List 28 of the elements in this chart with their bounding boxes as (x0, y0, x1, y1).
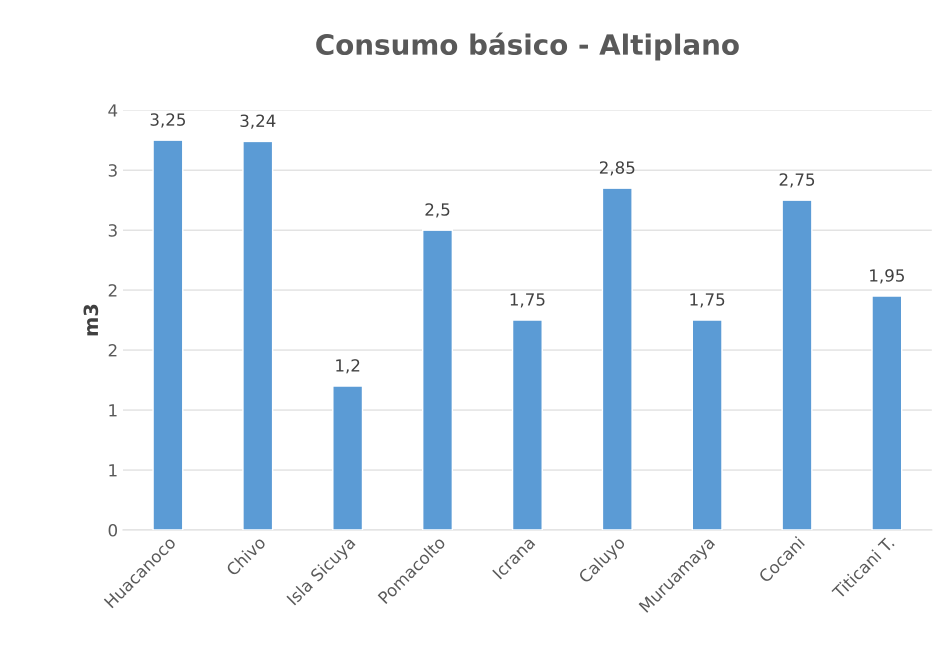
data-label: 1,75 (510, 293, 544, 308)
bar (871, 295, 902, 530)
bar (692, 319, 723, 530)
y-tick-label: 1 (109, 464, 117, 476)
bar (781, 199, 813, 530)
data-label: 1,95 (870, 269, 904, 284)
y-tick-label: 3 (108, 224, 117, 237)
bar (512, 319, 543, 530)
y-tick-label: 1 (109, 404, 117, 416)
y-tick-label: 4 (108, 104, 118, 117)
bar (422, 229, 454, 530)
bar (152, 140, 184, 530)
y-axis-title: m3 (83, 304, 98, 336)
data-label: 3,24 (240, 114, 276, 129)
data-label: 2,5 (425, 203, 450, 218)
y-tick-label: 2 (108, 344, 116, 356)
bar (602, 187, 633, 530)
bar (242, 140, 274, 530)
data-label: 2,75 (780, 173, 814, 188)
data-label: 1,75 (690, 293, 724, 308)
y-tick-label: 3 (108, 164, 117, 177)
data-label: 1,2 (336, 359, 360, 374)
bar (332, 385, 364, 530)
data-label: 3,25 (150, 113, 186, 128)
data-label: 2,85 (600, 161, 634, 176)
chart-title: Consumo básico - Altiplano (316, 32, 739, 60)
y-tick-label: 2 (108, 284, 116, 296)
y-tick-label: 0 (108, 524, 118, 537)
